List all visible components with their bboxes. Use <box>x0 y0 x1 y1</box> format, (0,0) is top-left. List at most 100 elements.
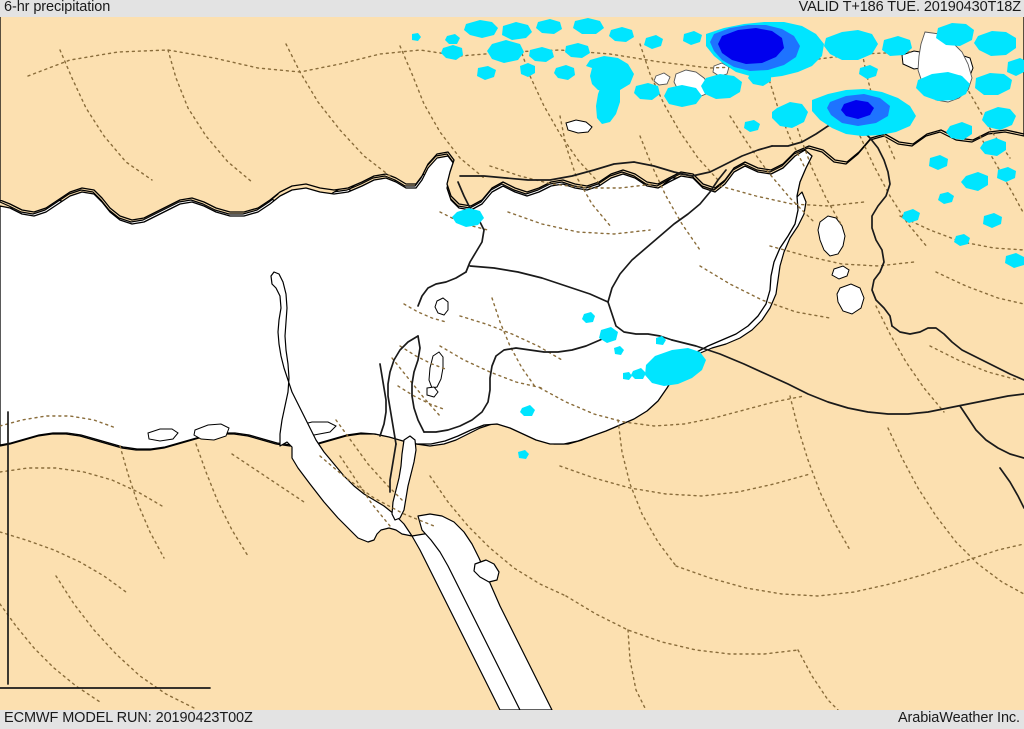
admin-eg-9 <box>339 455 391 527</box>
precip-cell <box>929 155 948 170</box>
lake-razzaza <box>836 283 865 315</box>
header-bar: 6-hr precipitation VALID T+186 TUE. 2019… <box>0 0 1024 17</box>
precip-cell <box>464 20 498 38</box>
precip-cell <box>824 30 878 60</box>
precip-cell <box>599 327 618 343</box>
border-sy-iq <box>607 169 727 303</box>
dead-sea <box>428 351 444 389</box>
precip-cell <box>772 102 808 128</box>
precip-cell <box>520 405 535 416</box>
admin-sinai-2 <box>391 357 441 417</box>
product-title: 6-hr precipitation <box>4 0 111 15</box>
precip-cell <box>656 336 666 345</box>
admin-jo-2 <box>439 345 543 389</box>
border-jo-il <box>411 335 425 433</box>
map-canvas[interactable] <box>0 16 1024 710</box>
precip-cell <box>441 45 463 60</box>
precip-cell <box>518 450 529 459</box>
admin-sa-1 <box>539 387 805 427</box>
admin-eg-5 <box>55 575 195 709</box>
national-borders-layer <box>0 121 1024 689</box>
precip-cell <box>536 19 562 34</box>
precip-cell <box>634 83 660 100</box>
border-iq-ir <box>891 325 1024 381</box>
precip-cell <box>529 47 554 62</box>
border-eg-med <box>379 363 387 437</box>
precip-cell <box>573 18 604 34</box>
precip-cell <box>938 192 954 204</box>
admin-iq-1 <box>729 115 815 223</box>
precip-cell <box>445 34 460 44</box>
admin-sa-11 <box>319 455 435 527</box>
admin-sa-5 <box>675 543 1024 597</box>
admin-sa-7 <box>429 475 567 597</box>
precip-cell <box>1005 253 1024 268</box>
precip-cell <box>701 74 742 99</box>
red-sea-layer <box>270 271 553 710</box>
admin-jo-1 <box>459 315 563 361</box>
precip-cell <box>520 63 535 77</box>
precip-cell <box>982 107 1016 130</box>
admin-tr-2 <box>59 49 153 181</box>
admin-il-3 <box>403 303 447 323</box>
admin-eg-1 <box>0 467 163 507</box>
precip-cell <box>841 100 874 119</box>
precip-cell <box>623 372 632 380</box>
admin-sy-1 <box>489 165 655 189</box>
border-eg-sinai <box>389 443 397 493</box>
precip-cell <box>596 84 620 124</box>
precip-cell <box>582 312 595 323</box>
border-jo-sa <box>423 333 613 433</box>
lake-tharthar <box>817 215 846 257</box>
precip-cell <box>997 167 1016 182</box>
precip-cell <box>859 65 878 79</box>
lagoon-manzala <box>193 423 230 441</box>
border-iq-kw <box>959 405 1024 459</box>
admin-sy-3 <box>639 135 701 251</box>
admin-eg-4 <box>195 443 249 557</box>
precip-cell <box>744 120 760 132</box>
precip-cell <box>954 234 970 246</box>
precip-cell <box>916 72 970 101</box>
admin-sa-10 <box>797 649 839 710</box>
precip-cell <box>946 122 972 140</box>
admin-sa-3 <box>559 465 811 497</box>
model-run-label: ECMWF MODEL RUN: 20190423T00Z <box>4 710 253 726</box>
precip-cell <box>412 33 421 41</box>
border-il-eg <box>387 335 419 445</box>
precip-cell <box>452 208 484 227</box>
precip-cell <box>631 368 646 379</box>
admin-sa-13 <box>929 345 1019 381</box>
precip-cell <box>565 43 590 58</box>
border-sy-lb <box>457 181 485 273</box>
admin-iq-8 <box>935 271 1024 305</box>
snow-small-1 <box>653 72 671 86</box>
precip-heavy-group <box>718 28 874 119</box>
admin-sy-2 <box>559 115 613 229</box>
snow-small-2 <box>712 62 730 77</box>
valid-time-label: VALID T+186 TUE. 20190430T18Z <box>798 0 1022 15</box>
precip-cell <box>645 348 706 386</box>
admin-tr-8 <box>639 43 719 181</box>
precip-cell <box>554 65 575 80</box>
admin-iq-6 <box>699 265 831 319</box>
admin-tr-1 <box>27 49 461 77</box>
border-tr-ir <box>869 137 893 327</box>
admin-tr-3 <box>167 49 253 183</box>
precip-cell <box>644 35 663 49</box>
border-tr-sy <box>459 145 773 181</box>
precip-cell <box>718 28 784 64</box>
precip-cell <box>586 56 634 92</box>
footer-bar: ECMWF MODEL RUN: 20190423T00Z ArabiaWeat… <box>0 710 1024 729</box>
border-sy-jo <box>469 265 609 303</box>
admin-jo-3 <box>491 297 537 389</box>
admin-iq-5 <box>859 135 929 249</box>
admin-eg-7 <box>0 415 117 429</box>
precipitation-map[interactable] <box>0 16 1024 710</box>
border-jo-iq <box>607 301 673 341</box>
border-sa-far-right <box>999 467 1024 509</box>
attribution-label: ArabiaWeather Inc. <box>897 710 1020 726</box>
precip-cell <box>477 66 496 80</box>
precip-cell <box>974 31 1016 56</box>
